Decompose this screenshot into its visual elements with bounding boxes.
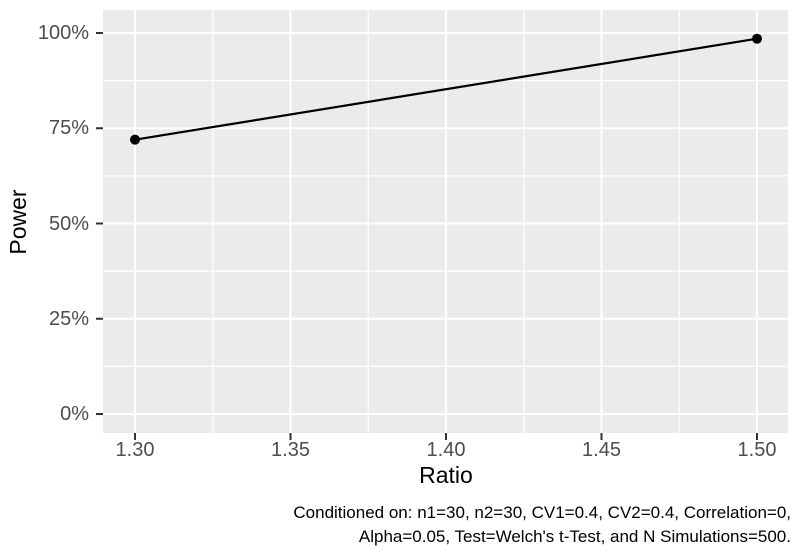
x-tick-label-1.30: 1.30	[115, 439, 155, 461]
data-point	[130, 134, 140, 145]
caption-line-1: Conditioned on: n1=30, n2=30, CV1=0.4, C…	[293, 503, 791, 522]
series-line-power	[134, 37, 758, 141]
y-tick-label-100%: 100%	[37, 22, 89, 44]
x-tick-label-1.45: 1.45	[582, 439, 621, 461]
y-tick-label-50%: 50%	[48, 212, 89, 235]
x-axis-title: Ratio	[419, 462, 473, 488]
caption-line-2: Alpha=0.05, Test=Welch's t-Test, and N S…	[358, 527, 791, 546]
x-tick-label-1.40: 1.40	[426, 439, 466, 461]
x-tick-label-1.35: 1.35	[271, 439, 310, 461]
y-tick-label-25%: 25%	[48, 307, 89, 330]
y-axis-title: Power	[5, 189, 31, 255]
y-tick-label-0%: 0%	[60, 403, 89, 425]
x-tick-label-1.50: 1.50	[737, 439, 777, 461]
data-point	[752, 33, 762, 44]
y-tick-label-75%: 75%	[48, 117, 89, 140]
plot-caption: Conditioned on: n1=30, n2=30, CV1=0.4, C…	[0, 501, 791, 549]
